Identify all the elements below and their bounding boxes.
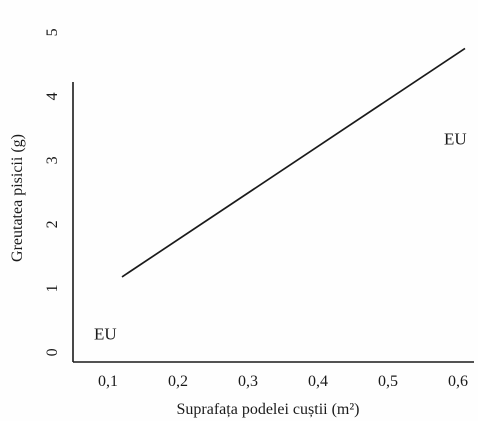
- x-tick-label: 0,2: [168, 373, 188, 390]
- series-group: [121, 47, 466, 278]
- x-tick-label: 0,1: [98, 373, 118, 390]
- y-tick-label: 2: [44, 220, 61, 228]
- y-tick-label: 3: [44, 156, 61, 164]
- x-tick-label: 0,4: [308, 373, 328, 390]
- y-axis-title: Greutatea pisicii (g): [9, 134, 26, 262]
- annotation-group: EU EU: [94, 129, 467, 343]
- x-tick-label: 0,5: [378, 373, 398, 390]
- series-line: [121, 47, 466, 278]
- annotation-label: EU: [444, 129, 467, 148]
- x-tick-label: 0,6: [448, 373, 468, 390]
- y-tick-label: 0: [44, 348, 61, 356]
- y-tick-label: 5: [44, 28, 61, 36]
- y-tick-label: 1: [44, 284, 61, 292]
- x-tick-group: 0,1 0,2 0,3 0,4 0,5 0,6: [98, 373, 468, 390]
- annotation-label: EU: [94, 325, 117, 344]
- y-tick-group: 0 1 2 3 4 5: [44, 28, 61, 356]
- x-axis-title: Suprafața podelei cuștii (m²): [177, 401, 360, 418]
- y-tick-label: 4: [44, 92, 61, 100]
- x-tick-label: 0,3: [238, 373, 258, 390]
